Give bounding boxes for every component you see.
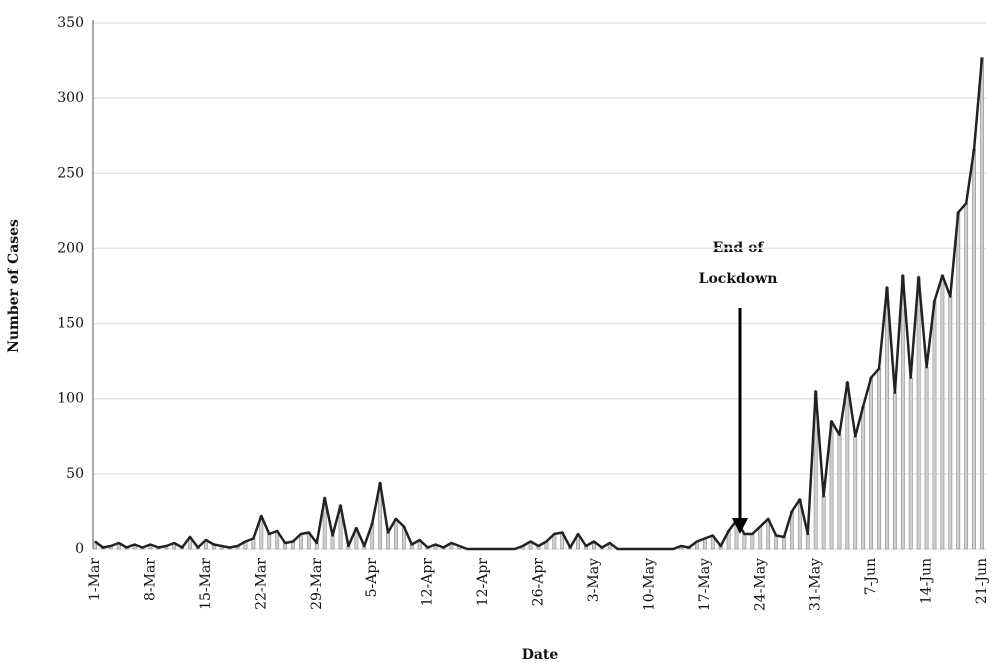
y-tick-label: 350 (57, 15, 84, 31)
x-tick-label: 21-Jun (974, 558, 990, 604)
bar (869, 377, 874, 550)
x-tick-label: 17-May (697, 558, 713, 611)
bar (386, 532, 390, 550)
x-tick-label: 29-Mar (309, 558, 325, 610)
x-tick-label: 15-Mar (198, 558, 214, 610)
bar (908, 377, 913, 550)
y-tick-label: 300 (57, 90, 84, 106)
bar (964, 203, 969, 550)
bar (742, 533, 747, 550)
x-tick-label: 12-Apr (475, 558, 491, 607)
bar (885, 287, 889, 550)
bar (940, 275, 945, 550)
y-tick-label: 50 (66, 466, 84, 482)
x-tick-label: 7-Jun (863, 558, 879, 595)
y-tick-label: 0 (75, 541, 84, 557)
bar (774, 535, 778, 550)
y-tick-label: 200 (57, 240, 84, 256)
y-axis-label: Number of Cases (6, 219, 22, 353)
bar (980, 57, 984, 550)
x-tick-label: 24-May (752, 558, 768, 611)
bar (805, 533, 810, 550)
bar (853, 435, 858, 550)
bar (845, 381, 850, 550)
x-tick-label: 26-Apr (531, 558, 547, 607)
annotation-arrowhead (732, 518, 748, 534)
bar (916, 276, 921, 550)
bar (900, 275, 905, 550)
bar (330, 535, 335, 550)
bar (821, 496, 826, 550)
bar (877, 368, 881, 550)
bar (394, 518, 398, 550)
bar (924, 366, 929, 550)
line (94, 57, 984, 551)
bar (758, 526, 763, 550)
x-tick-label: 10-May (641, 558, 657, 611)
bar (782, 536, 786, 550)
x-axis-label: Date (522, 647, 559, 663)
bar (932, 300, 937, 550)
y-tick-label: 150 (57, 316, 84, 332)
bar (861, 405, 866, 550)
bar (972, 148, 976, 550)
bar (267, 533, 272, 550)
bar (948, 296, 953, 550)
x-tick-label: 12-Apr (420, 558, 436, 607)
x-tick-label: 5-Apr (364, 558, 380, 598)
x-tick-label: 1-Mar (87, 558, 103, 601)
y-tick-label: 250 (57, 165, 84, 181)
bar (93, 541, 97, 550)
bar (837, 434, 842, 550)
x-tick-label: 8-Mar (142, 558, 158, 601)
x-tick-label: 31-May (808, 558, 824, 611)
bar (750, 533, 755, 550)
bar (956, 212, 961, 550)
annotation: Lockdown (699, 271, 778, 287)
x-tick-label: 14-Jun (919, 558, 935, 604)
x-tick-label: 22-Mar (253, 558, 269, 610)
x-tick-label: 3-May (586, 558, 602, 602)
annotation-bg (692, 232, 784, 294)
bar (892, 392, 897, 550)
y-tick-label: 100 (57, 391, 84, 407)
